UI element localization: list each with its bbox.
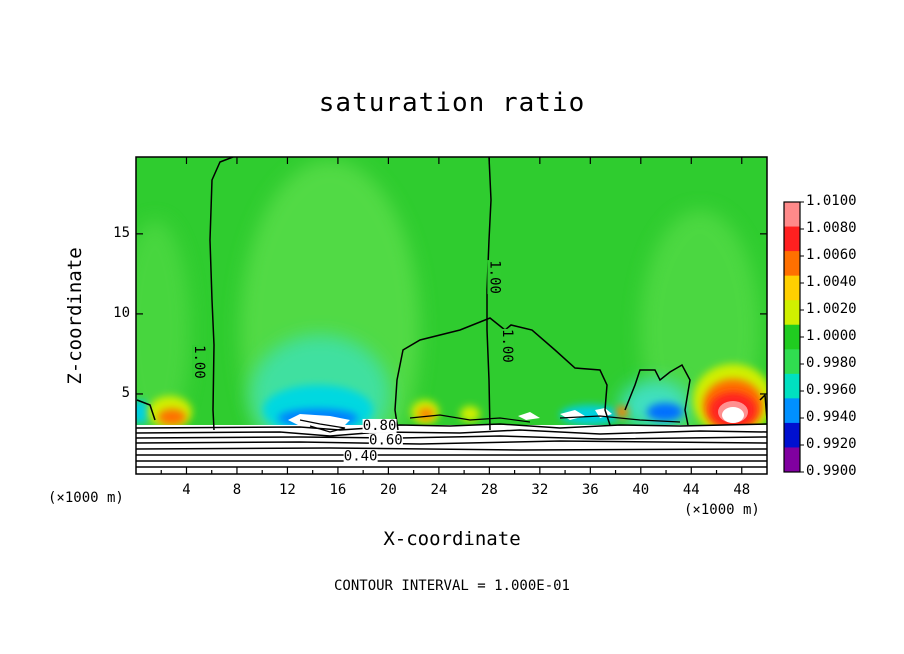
x-unit-right: (×1000 m) (684, 502, 760, 518)
colorbar-swatch (784, 300, 800, 326)
x-tick-label: 32 (531, 482, 549, 498)
x-tick-label: 8 (232, 482, 242, 498)
y-tick-label: 10 (113, 304, 130, 321)
x-tick-label: 44 (682, 482, 700, 498)
colorbar-swatch (784, 324, 800, 350)
colorbar-swatch (784, 349, 800, 375)
colorbar-level-label: 1.0060 (806, 247, 857, 263)
x-tick-label: 20 (379, 482, 397, 498)
colorbar-swatch (784, 251, 800, 277)
colorbar-level-label: 0.9920 (806, 436, 857, 452)
x-tick-label: 12 (279, 482, 296, 498)
x-tick-label: 48 (733, 482, 751, 498)
contour-lines (136, 157, 767, 468)
contour-label: 1.00 (499, 329, 515, 363)
colorbar-level-label: 1.0020 (806, 301, 857, 317)
chart-title: saturation ratio (318, 88, 586, 118)
colorbar-level-label: 0.9940 (806, 409, 857, 425)
x-unit-left: (×1000 m) (48, 490, 124, 506)
contour-label: 0.60 (369, 432, 403, 448)
colorbar-swatch (784, 447, 800, 473)
contour-label-background (487, 260, 502, 295)
colorbar (783, 201, 804, 473)
colorbar-level-label: 1.0100 (806, 193, 857, 209)
y-axis-label: Z-coordinate (64, 247, 86, 385)
x-tick-label: 4 (182, 482, 191, 498)
x-tick-label: 16 (329, 482, 347, 498)
colorbar-swatch (784, 422, 800, 448)
x-tick-label: 24 (430, 482, 448, 498)
contour-label-background (368, 433, 403, 448)
x-axis-label: X-coordinate (383, 528, 521, 550)
contour-label: 1.00 (191, 345, 207, 379)
axis-ticks (136, 157, 767, 474)
y-tick-label: 15 (113, 224, 130, 241)
colorbar-level-label: 0.9960 (806, 382, 857, 398)
colorbar-swatch (784, 226, 800, 252)
y-tick-label: 5 (121, 384, 130, 401)
colorbar-swatch (784, 373, 800, 399)
colorbar-swatch (784, 275, 800, 301)
x-tick-label: 40 (632, 482, 650, 498)
contour-label-background (343, 449, 378, 464)
colorbar-swatch (784, 202, 800, 228)
contour-label-background (362, 418, 397, 433)
contour-label-background (500, 328, 515, 363)
colorbar-level-label: 1.0000 (806, 328, 857, 344)
colorbar-level-label: 0.9900 (806, 463, 857, 479)
contour-label: 1.00 (486, 260, 502, 294)
colorbar-level-label: 1.0040 (806, 274, 857, 290)
colorbar-level-label: 1.0080 (806, 220, 857, 236)
contour-interval-note: CONTOUR INTERVAL = 1.000E-01 (333, 578, 570, 594)
colorbar-level-label: 0.9980 (806, 355, 857, 371)
contour-labels: 1.00 1.00 1.00 0.800.600.40 (191, 260, 515, 464)
plot-frame (135, 156, 768, 475)
contour-label-background (192, 344, 207, 379)
contour-label: 0.40 (344, 448, 378, 464)
colorbar-swatch (784, 398, 800, 424)
x-tick-label: 36 (581, 482, 599, 498)
x-tick-label: 28 (480, 482, 498, 498)
contour-label: 0.80 (363, 418, 397, 434)
